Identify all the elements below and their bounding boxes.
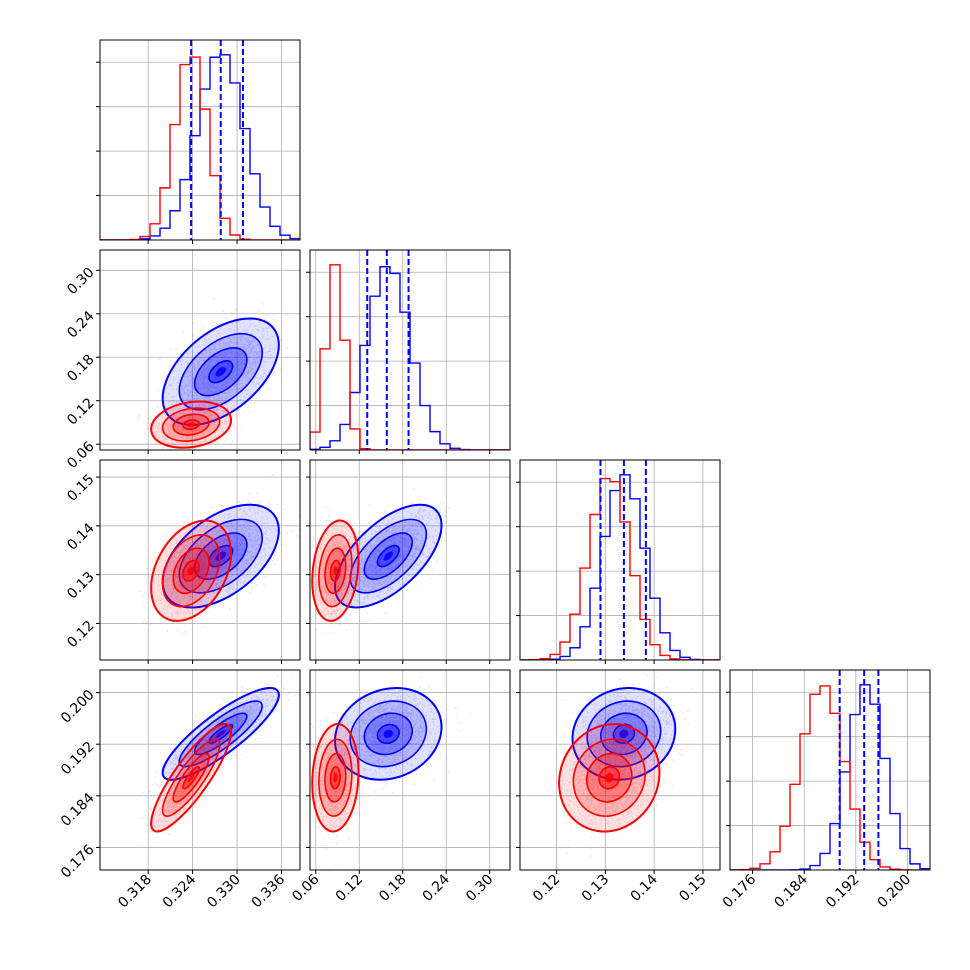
x-tick-label: 0.12 [530, 872, 563, 905]
x-tick-label: 0.330 [204, 872, 244, 912]
x-tick-label: 0.15 [676, 872, 709, 905]
y-tick-label: 0.200 [58, 687, 98, 727]
panel-1-0 [96, 249, 301, 454]
x-tick-label: 0.30 [463, 872, 496, 905]
panel-frame [309, 459, 511, 661]
panel-frame [99, 249, 301, 451]
panel-2-1 [306, 459, 511, 664]
scatter-points-1 [544, 709, 680, 857]
panel-0-0 [96, 39, 301, 244]
panel-3-3 [726, 669, 931, 874]
panel-3-1 [306, 669, 511, 874]
panel-frame [99, 39, 301, 241]
y-tick-label: 0.13 [64, 569, 97, 602]
y-tick-label: 0.24 [64, 308, 97, 341]
panel-2-0 [96, 459, 301, 664]
scatter-points-0 [316, 488, 451, 631]
y-tick-label: 0.15 [64, 471, 97, 504]
density-core-1 [333, 772, 338, 783]
x-tick-label: 0.318 [115, 872, 155, 912]
density-core-0 [215, 551, 226, 561]
x-tick-label: 0.200 [875, 872, 915, 912]
density-core-1 [187, 422, 195, 427]
y-tick-label: 0.184 [58, 790, 98, 830]
x-tick-label: 0.184 [771, 871, 811, 911]
x-tick-label: 0.12 [333, 872, 366, 905]
y-tick-label: 0.06 [64, 438, 97, 471]
x-tick-label: 0.336 [249, 871, 289, 911]
x-tick-label: 0.14 [628, 871, 661, 904]
y-tick-label: 0.12 [64, 618, 97, 651]
panel-frame [519, 459, 721, 661]
x-tick-label: 0.06 [289, 871, 322, 904]
density-core-1 [604, 772, 614, 783]
density-core-1 [187, 772, 195, 783]
x-tick-label: 0.18 [376, 872, 409, 905]
y-tick-label: 0.30 [64, 265, 97, 298]
panel-frame [99, 669, 301, 871]
panel-frame [309, 249, 511, 451]
scatter-points-0 [137, 298, 294, 435]
panel-frame [519, 669, 721, 871]
density-core-0 [383, 729, 394, 738]
panel-frame [309, 669, 511, 871]
panel-frame [729, 669, 931, 871]
y-tick-label: 0.18 [64, 352, 97, 385]
y-tick-label: 0.14 [64, 520, 97, 553]
y-tick-label: 0.192 [58, 739, 98, 779]
panel-2-2 [516, 459, 721, 664]
histogram-1 [730, 685, 930, 870]
panel-3-2 [516, 669, 721, 874]
panel-3-0 [96, 669, 301, 874]
x-tick-label: 0.176 [720, 871, 760, 911]
panel-frame [99, 459, 301, 661]
x-tick-label: 0.13 [579, 872, 612, 905]
density-core-0 [383, 551, 394, 561]
y-tick-label: 0.176 [58, 842, 98, 882]
density-core-0 [619, 729, 629, 738]
scatter-points-0 [147, 474, 300, 626]
density-core-0 [215, 729, 226, 738]
x-tick-label: 0.324 [160, 871, 200, 911]
x-tick-label: 0.24 [420, 871, 453, 904]
x-tick-label: 0.192 [823, 872, 863, 912]
scatter-points-0 [143, 674, 297, 799]
density-core-1 [187, 566, 195, 576]
density-core-1 [333, 566, 338, 576]
panel-1-1 [306, 249, 511, 454]
y-tick-label: 0.12 [64, 395, 97, 428]
histogram-1 [520, 477, 720, 660]
